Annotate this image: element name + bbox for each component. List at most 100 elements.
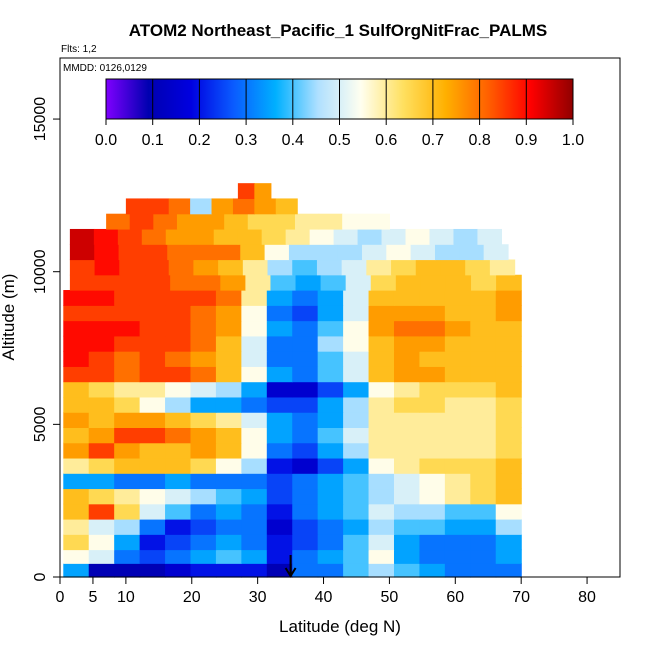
colorbar-tick-label: 0.8 bbox=[468, 132, 490, 149]
heatmap-cell bbox=[271, 213, 296, 230]
y-tick-label: 0 bbox=[32, 572, 49, 581]
heatmap-cell bbox=[444, 396, 471, 413]
heatmap-cell bbox=[165, 290, 192, 306]
heatmap-cell bbox=[393, 563, 421, 578]
heatmap-cell bbox=[63, 549, 90, 564]
heatmap-cell bbox=[266, 549, 293, 564]
heatmap-cell bbox=[165, 381, 192, 398]
heatmap-cell bbox=[343, 335, 370, 352]
heatmap-cell bbox=[153, 213, 178, 230]
heatmap-cell bbox=[63, 351, 90, 367]
heatmap-cell bbox=[495, 549, 522, 564]
heatmap-cell bbox=[114, 381, 141, 398]
flights-label: Flts: 1,2 bbox=[61, 44, 97, 55]
heatmap-cell bbox=[317, 366, 344, 383]
heatmap-cell bbox=[381, 228, 407, 245]
heatmap-cell bbox=[267, 259, 293, 276]
heatmap-cell bbox=[114, 534, 141, 551]
heatmap-cell bbox=[190, 473, 217, 490]
heatmap-cell bbox=[393, 473, 421, 490]
heatmap-cell bbox=[211, 198, 234, 215]
heatmap-cell bbox=[63, 366, 90, 383]
heatmap-cell bbox=[241, 534, 268, 551]
heatmap-cell bbox=[63, 534, 90, 551]
heatmap-cell bbox=[190, 518, 217, 535]
heatmap-cell bbox=[342, 213, 367, 230]
heatmap-cell bbox=[444, 427, 471, 444]
heatmap-cell bbox=[215, 244, 241, 261]
heatmap-cell bbox=[343, 503, 370, 520]
heatmap-cell bbox=[317, 534, 344, 551]
colorbar: 0.0 0.1 0.2 0.3 0.4 0.5 0.6 0.7 0.8 0.9 1.0 bbox=[95, 78, 584, 149]
heatmap-cell bbox=[317, 335, 344, 352]
heatmap-cell bbox=[317, 503, 344, 520]
heatmap-cell bbox=[63, 457, 90, 474]
heatmap-cell bbox=[63, 563, 90, 578]
heatmap-cell bbox=[419, 396, 446, 413]
heatmap-cell bbox=[444, 320, 471, 337]
dates-label: MMDD: 0126,0129 bbox=[63, 63, 147, 74]
x-tick-label: 60 bbox=[446, 589, 464, 606]
heatmap-cell bbox=[88, 473, 115, 490]
heatmap-cell bbox=[139, 442, 166, 459]
heatmap-cell bbox=[294, 213, 320, 230]
heatmap-cell bbox=[429, 228, 455, 245]
heatmap-cell bbox=[241, 366, 268, 383]
heatmap-cell bbox=[117, 228, 143, 245]
heatmap-cell bbox=[266, 381, 293, 398]
heatmap-cell bbox=[139, 549, 166, 564]
heatmap-cell bbox=[139, 412, 166, 428]
heatmap-cell bbox=[261, 228, 287, 245]
heatmap-cell bbox=[266, 427, 293, 444]
heatmap-cell bbox=[125, 198, 148, 215]
heatmap-cell bbox=[318, 213, 343, 230]
heatmap-cell bbox=[237, 228, 263, 245]
heatmap-cell bbox=[419, 290, 446, 306]
heatmap-cell bbox=[241, 305, 268, 322]
heatmap-cell bbox=[241, 427, 268, 444]
heatmap-cell bbox=[245, 274, 272, 291]
heatmap-cell bbox=[419, 473, 446, 490]
heatmap-cell bbox=[333, 228, 359, 245]
heatmap-cell bbox=[266, 534, 293, 551]
heatmap-cell bbox=[139, 381, 166, 398]
heatmap-cell bbox=[114, 473, 141, 490]
heatmap-cell bbox=[419, 518, 446, 535]
heatmap-cell bbox=[292, 534, 319, 551]
x-tick-label: 40 bbox=[315, 589, 333, 606]
heatmap-cell bbox=[444, 335, 471, 352]
y-tick-label: 10000 bbox=[32, 249, 49, 294]
heatmap-cell bbox=[444, 563, 471, 578]
heatmap-cell bbox=[215, 427, 242, 444]
heatmap-cell bbox=[139, 320, 166, 337]
heatmap-cell bbox=[465, 259, 491, 276]
heatmap-cell bbox=[317, 457, 344, 474]
heatmap-cell bbox=[419, 412, 446, 428]
heatmap-cell bbox=[190, 427, 217, 444]
heatmap-cell bbox=[445, 274, 472, 291]
heatmap-cell bbox=[470, 457, 497, 474]
x-tick-label: 80 bbox=[578, 589, 596, 606]
heatmap-cell bbox=[240, 244, 266, 261]
heatmap-cell bbox=[215, 366, 242, 383]
heatmap-cell bbox=[337, 244, 363, 261]
heatmap-cell bbox=[343, 305, 370, 322]
heatmap-cell bbox=[341, 259, 367, 276]
heatmap-cell bbox=[190, 549, 217, 564]
chart-title: ATOM2 Northeast_Pacific_1 SulfOrgNitFrac… bbox=[129, 21, 548, 40]
heatmap-cell bbox=[343, 396, 370, 413]
heatmap-cell bbox=[63, 381, 90, 398]
colorbar-tick-label: 0.6 bbox=[375, 132, 397, 149]
heatmap-cell bbox=[366, 259, 392, 276]
heatmap-cell bbox=[88, 290, 115, 306]
heatmap-cell bbox=[139, 503, 166, 520]
heatmap-cell bbox=[495, 320, 522, 337]
heatmap-cell bbox=[114, 442, 141, 459]
x-tick-label: 5 bbox=[88, 589, 97, 606]
heatmap-cell bbox=[63, 290, 90, 306]
heatmap-cell bbox=[343, 473, 370, 490]
heatmap-cell bbox=[167, 244, 193, 261]
heatmap-cell bbox=[190, 366, 217, 383]
heatmap-cell bbox=[139, 518, 166, 535]
heatmap-cell bbox=[241, 412, 268, 428]
